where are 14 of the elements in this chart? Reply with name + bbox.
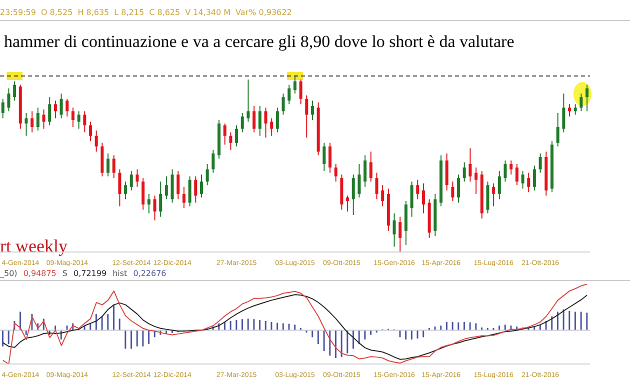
text: _50): [0, 269, 18, 278]
text: 0,94875: [23, 269, 56, 278]
text: H 8,635: [78, 8, 110, 17]
text: Var% 0,93622: [236, 8, 292, 17]
text: 0,72199: [73, 269, 107, 278]
text: S: [62, 269, 68, 278]
text: L 8,215: [114, 8, 144, 17]
text: 23:59:59: [0, 8, 36, 17]
text: 0,22676: [133, 269, 166, 278]
chart-title: hammer di continuazione e va a cercare gli 8,90 dove lo short è da valutare: [4, 32, 514, 52]
text: V 14,340 M: [185, 8, 231, 17]
text: O 8,525: [40, 8, 73, 17]
text: C 8,625: [149, 8, 180, 17]
text: hist: [112, 269, 128, 278]
